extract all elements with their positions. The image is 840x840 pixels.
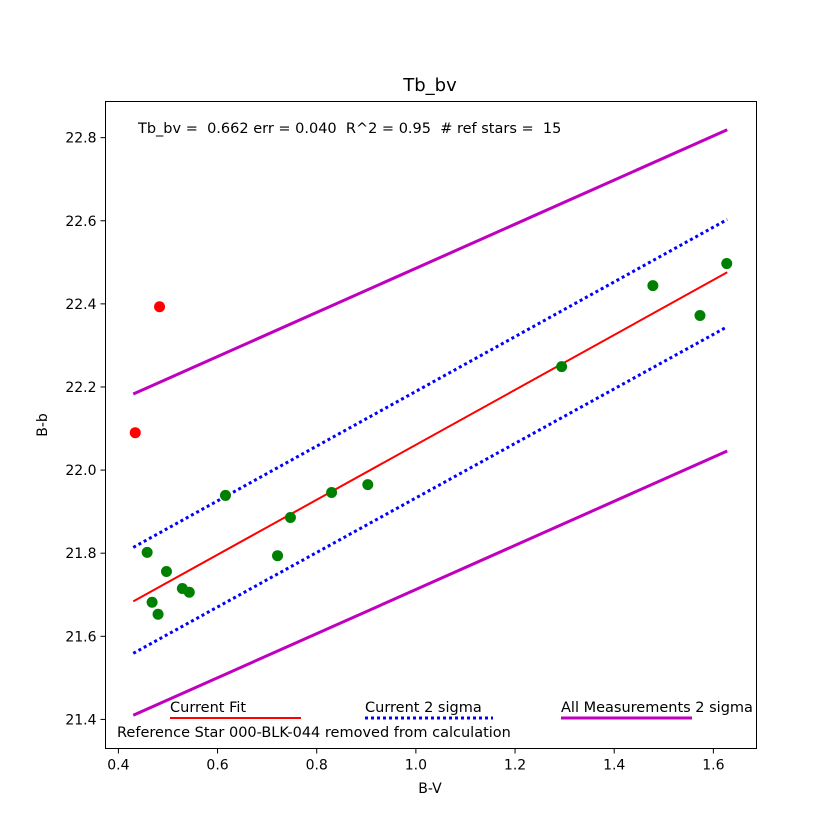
used-star-point: [556, 361, 568, 373]
used-star-point: [284, 511, 296, 523]
used-star-point: [146, 596, 158, 608]
removed-star-point: [129, 427, 141, 439]
all-measurements-2-sigma-line: [132, 449, 728, 717]
current-2-sigma-line: [132, 218, 728, 549]
used-star-point: [160, 565, 172, 577]
legend-label-all-measurements: All Measurements 2 sigma: [561, 700, 753, 716]
legend-label-current-fit: Current Fit: [170, 700, 246, 716]
x-axis-label: B-V: [418, 781, 442, 797]
y-tick-label: 21.4: [65, 712, 96, 728]
used-star-point: [272, 550, 284, 562]
x-tick-label: 1.2: [504, 758, 526, 774]
x-tick-label: 1.0: [405, 758, 427, 774]
plot-frame: [105, 101, 757, 749]
y-tick-label: 22.8: [65, 131, 96, 147]
used-star-point: [721, 258, 733, 270]
used-star-point: [362, 479, 374, 491]
current-2-sigma-line: [132, 325, 728, 655]
y-tick-label: 22.2: [65, 380, 96, 396]
x-tick-label: 1.4: [603, 758, 625, 774]
y-tick-label: 21.8: [65, 546, 96, 562]
used-star-point: [183, 586, 195, 598]
fit-annotation: Tb_bv = 0.662 err = 0.040 R^2 = 0.95 # r…: [137, 121, 561, 137]
removed-star-point: [154, 301, 166, 313]
x-tick-label: 0.6: [206, 758, 228, 774]
used-star-point: [152, 608, 164, 620]
all-measurements-2-sigma-line: [132, 128, 728, 396]
x-tick-label: 0.4: [107, 758, 129, 774]
y-tick-label: 22.0: [65, 463, 96, 479]
x-tick-label: 0.8: [306, 758, 328, 774]
used-star-point: [326, 487, 338, 499]
legend: Current Fit Current 2 sigma All Measurem…: [170, 700, 753, 720]
y-axis-label: B-b: [35, 413, 51, 437]
legend-label-current-2-sigma: Current 2 sigma: [365, 700, 482, 716]
chart-title: Tb_bv: [402, 75, 457, 96]
used-star-point: [647, 280, 659, 292]
footnote: Reference Star 000-BLK-044 removed from …: [117, 725, 511, 741]
used-star-point: [694, 310, 706, 322]
y-tick-label: 22.6: [65, 214, 96, 230]
used-star-point: [219, 489, 231, 501]
x-tick-label: 1.6: [702, 758, 724, 774]
current-fit-line: [132, 271, 728, 603]
y-tick-label: 21.6: [65, 629, 96, 645]
used-star-point: [141, 546, 153, 558]
y-tick-label: 22.4: [65, 297, 96, 313]
